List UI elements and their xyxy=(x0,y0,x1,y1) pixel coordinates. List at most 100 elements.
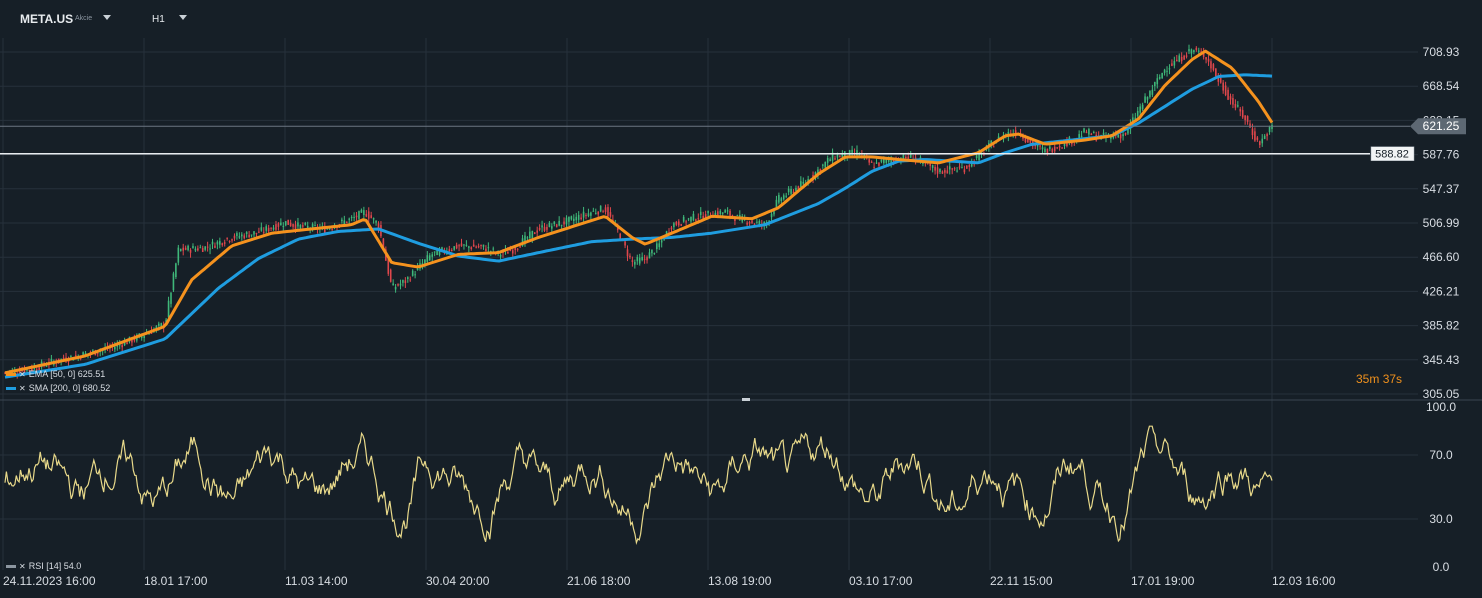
candle-body xyxy=(1239,108,1242,112)
candle-body xyxy=(953,168,956,170)
candle-body xyxy=(1136,110,1139,117)
candle-body xyxy=(509,249,512,251)
candle-body xyxy=(944,170,946,173)
candle-body xyxy=(785,195,787,197)
candle-body xyxy=(1127,126,1129,134)
candle-body xyxy=(875,162,878,164)
candle-body xyxy=(1051,149,1054,153)
candle-body xyxy=(1244,115,1246,121)
rsi-tick-label: 70.0 xyxy=(1429,448,1453,462)
candle-body xyxy=(92,350,94,353)
candle-body xyxy=(433,251,436,253)
candle-body xyxy=(280,222,282,226)
level-price-badge[interactable] xyxy=(1370,146,1415,161)
candle-body xyxy=(416,266,419,271)
candle-body xyxy=(585,214,587,216)
candle-body xyxy=(402,280,404,283)
candle-body xyxy=(631,260,634,262)
candle-body xyxy=(856,150,858,156)
candle-body xyxy=(477,246,480,248)
candle-body xyxy=(1173,60,1176,66)
candle-body xyxy=(1117,134,1120,138)
ema-legend[interactable]: ✕ EMA [50, 0] 625.51 xyxy=(6,369,105,379)
candle-body xyxy=(902,154,905,162)
candle-body xyxy=(206,246,209,248)
candle-body xyxy=(302,225,304,227)
rsi-line[interactable] xyxy=(4,425,1273,546)
sma-legend[interactable]: ✕ SMA [200, 0] 680.52 xyxy=(6,383,110,393)
candle-body xyxy=(345,221,348,223)
candle-body xyxy=(1210,61,1212,69)
candle-body xyxy=(1200,51,1203,53)
price-tick-label: 466.60 xyxy=(1423,250,1460,264)
candle-body xyxy=(157,323,160,326)
candle-body xyxy=(468,246,470,248)
candle-body xyxy=(1036,144,1039,147)
candle-body xyxy=(292,224,294,227)
candle-body xyxy=(548,222,551,227)
price-tick-label: 385.82 xyxy=(1423,319,1460,333)
ema-line[interactable] xyxy=(4,49,1274,375)
candle-body xyxy=(553,221,556,224)
timeframe-label[interactable]: H1 xyxy=(152,14,165,25)
candle-body xyxy=(800,181,802,187)
candle-body xyxy=(890,160,892,163)
candle-body xyxy=(719,210,722,215)
candle-body xyxy=(570,216,573,220)
close-icon[interactable]: ✕ xyxy=(19,370,26,379)
candle-body xyxy=(289,222,292,227)
candle-body xyxy=(267,227,270,232)
candle-body xyxy=(531,230,534,239)
candle-body xyxy=(1056,147,1058,149)
candle-body xyxy=(731,215,734,217)
candle-body xyxy=(817,169,819,175)
candle-body xyxy=(660,240,663,243)
candle-body xyxy=(233,235,236,239)
candle-body xyxy=(653,253,656,255)
close-icon[interactable]: ✕ xyxy=(19,384,26,393)
candle-body xyxy=(1266,134,1268,137)
candle-body xyxy=(370,215,372,219)
candle-body xyxy=(831,152,834,161)
price-tick-label: 547.37 xyxy=(1423,182,1460,196)
candle-body xyxy=(426,255,429,262)
candle-body xyxy=(883,159,885,164)
symbol-label[interactable]: META.US xyxy=(20,12,74,26)
candle-body xyxy=(985,149,988,151)
time-tick-label: 17.01 19:00 xyxy=(1131,574,1195,588)
candle-body xyxy=(641,256,643,261)
candle-body xyxy=(306,225,309,229)
candle-body xyxy=(697,218,700,220)
symbol-dropdown-icon[interactable] xyxy=(103,15,111,20)
candle-body xyxy=(1041,147,1044,150)
candle-body xyxy=(431,254,434,257)
candle-body xyxy=(629,255,631,258)
candle-body xyxy=(50,358,53,362)
candle-body xyxy=(829,159,831,162)
candle-body xyxy=(438,249,441,256)
close-icon[interactable]: ✕ xyxy=(19,562,26,571)
panel-resize-handle-icon[interactable] xyxy=(742,398,750,401)
candle-body xyxy=(575,216,578,221)
rsi-legend[interactable]: ✕ RSI [14] 54.0 xyxy=(6,561,81,571)
candle-body xyxy=(905,156,907,159)
timeframe-dropdown-icon[interactable] xyxy=(179,15,187,20)
candle-body xyxy=(819,169,822,172)
candle-body xyxy=(1183,55,1185,60)
candle-body xyxy=(624,241,626,246)
candle-body xyxy=(756,221,758,223)
candle-body xyxy=(1066,142,1068,146)
candle-body xyxy=(1141,104,1144,110)
candle-body xyxy=(363,210,365,215)
candle-body xyxy=(260,227,263,231)
candle-body xyxy=(1046,148,1049,154)
candle-body xyxy=(1134,117,1137,121)
time-tick-label: 21.06 18:00 xyxy=(567,574,631,588)
candle-body xyxy=(201,248,204,253)
candle-body xyxy=(255,232,258,234)
candle-body xyxy=(1229,96,1232,100)
candle-body xyxy=(638,257,641,264)
candle-body xyxy=(946,170,949,174)
candle-body xyxy=(353,216,355,218)
